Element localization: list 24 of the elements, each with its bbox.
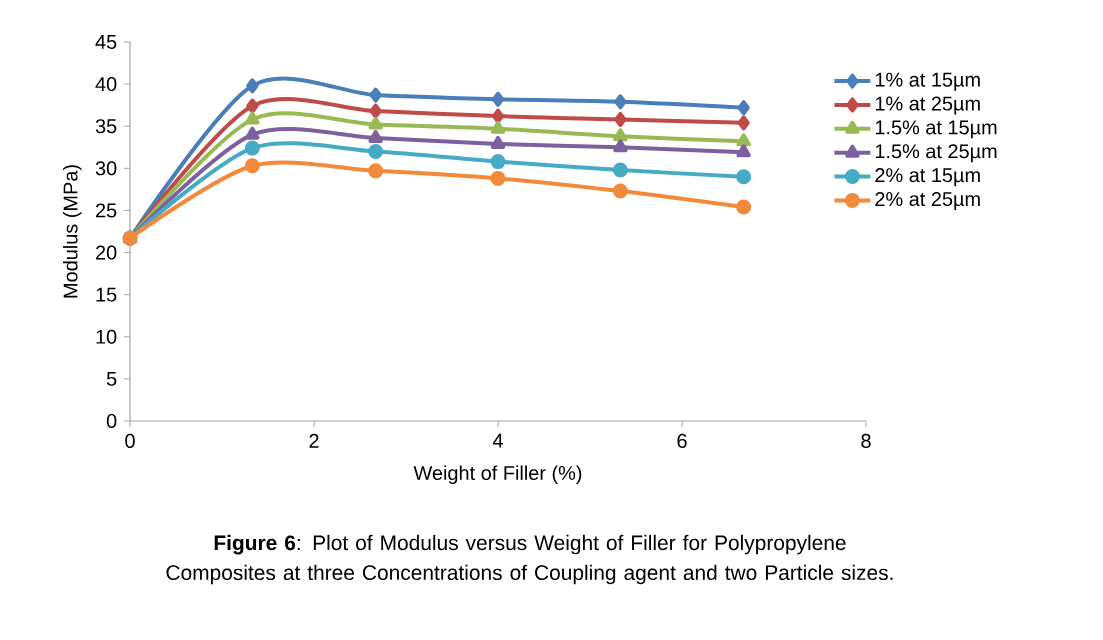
y-tick-label: 40 <box>95 77 117 92</box>
x-tick-label: 2 <box>309 433 319 448</box>
y-tick-label: 20 <box>96 245 117 260</box>
y-axis-title: Modulus (MPa) <box>62 165 82 298</box>
y-tick-label: 0 <box>106 413 117 429</box>
legend-label: 1.5% at 15µm <box>875 120 997 139</box>
y-tick-label: 45 <box>95 35 117 49</box>
y-tick-label: 10 <box>96 329 117 344</box>
x-tick-label: 8 <box>861 433 871 448</box>
x-tick-label: 6 <box>677 433 687 448</box>
x-tick-label: 0 <box>125 433 135 448</box>
legend-label: 1% at 25µm <box>875 96 980 115</box>
text: Figure 6: Plot of Modulus versus Weight of Filler for Polypropylene Composites at three Concentrations of Coupling agent and two Particle sizes. <box>166 534 893 585</box>
x-tick-label: 4 <box>492 433 503 448</box>
y-tick-label: 30 <box>95 161 117 176</box>
legend-label: 2% at 15µm <box>875 168 980 187</box>
y-tick-label: 15 <box>96 287 117 302</box>
legend-label: 2% at 25µm <box>875 191 980 211</box>
legend-label: 1% at 15µm <box>875 72 980 91</box>
y-tick-label: 35 <box>95 119 117 134</box>
y-tick-label: 25 <box>96 203 117 218</box>
legend-label: 1.5% at 25µm <box>875 144 997 163</box>
x-axis-title: Weight of Filler (%) <box>413 465 582 484</box>
y-tick-label: 5 <box>106 371 117 386</box>
